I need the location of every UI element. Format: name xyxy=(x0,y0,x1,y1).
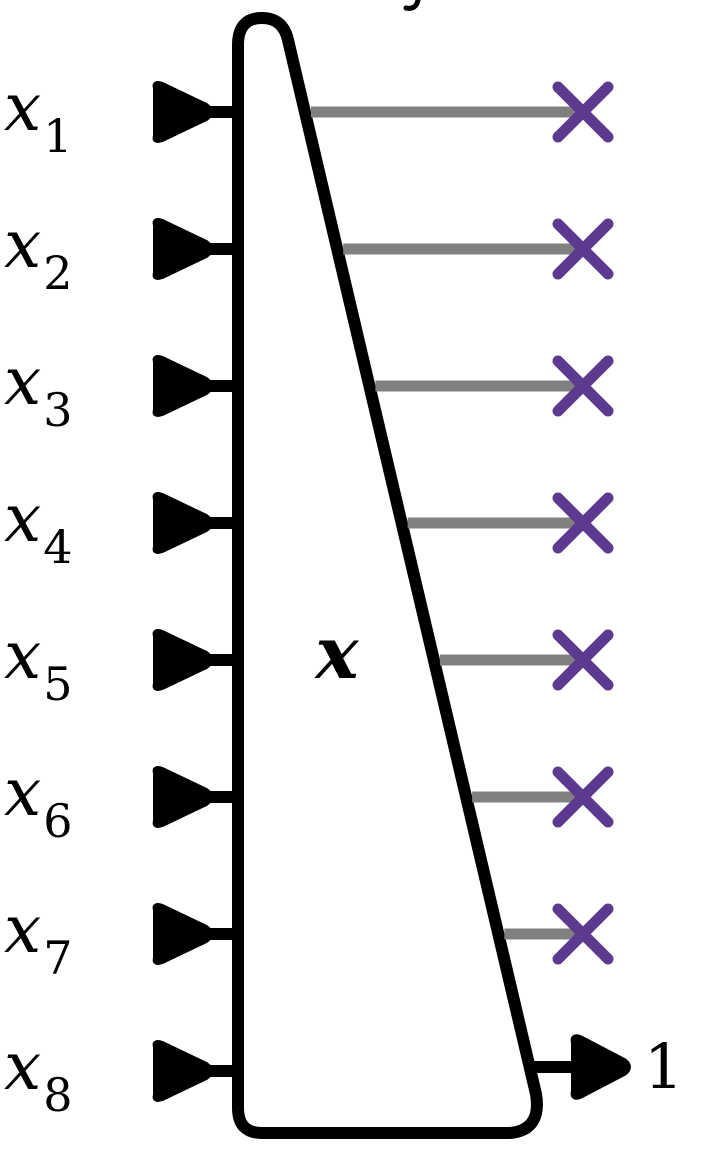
cross-stroke xyxy=(552,629,614,691)
input-label-subscript: 5 xyxy=(43,657,72,711)
input-label-subscript: 8 xyxy=(43,1068,72,1122)
discard-crosses xyxy=(552,81,614,965)
input-label: x5 xyxy=(4,617,73,711)
center-label: x xyxy=(314,610,360,695)
discard-cross-icon xyxy=(552,766,614,828)
cropped-glyph-fragment xyxy=(403,0,421,11)
cross-stroke xyxy=(552,81,614,143)
discard-cross-icon xyxy=(552,81,614,143)
input-label-subscript: 6 xyxy=(43,794,72,848)
input-leg: x2 xyxy=(4,206,240,300)
input-leg: x6 xyxy=(4,754,240,848)
output-label: 1 xyxy=(644,1030,683,1103)
output-arrowhead-icon xyxy=(570,1034,631,1100)
cross-stroke xyxy=(552,355,614,417)
cross-stroke xyxy=(552,766,614,828)
input-leg: x4 xyxy=(4,480,240,574)
input-label-subscript: 1 xyxy=(43,109,72,163)
input-label-subscript: 4 xyxy=(43,520,72,574)
input-label: x1 xyxy=(4,69,73,163)
discard-cross-icon xyxy=(552,629,614,691)
input-legs: x1 x2 x3 x4 x5 x6 x7 x8 xyxy=(4,69,240,1122)
input-label-subscript: 3 xyxy=(43,383,72,437)
discard-cross-icon xyxy=(552,355,614,417)
discard-cross-icon xyxy=(552,492,614,554)
input-leg: x8 xyxy=(4,1028,240,1122)
input-label: x4 xyxy=(4,480,73,574)
input-label: x2 xyxy=(4,206,73,300)
cross-stroke xyxy=(552,903,614,965)
cross-stroke xyxy=(552,218,614,280)
discard-cross-icon xyxy=(552,903,614,965)
triangle-block xyxy=(232,12,543,1139)
input-label: x7 xyxy=(4,891,73,985)
input-leg: x3 xyxy=(4,343,240,437)
cross-stroke xyxy=(552,492,614,554)
output-wires xyxy=(310,106,580,940)
discard-cross-icon xyxy=(552,218,614,280)
output-arrow xyxy=(530,1034,631,1100)
input-label-subscript: 7 xyxy=(43,931,72,985)
input-leg: x7 xyxy=(4,891,240,985)
input-leg: x5 xyxy=(4,617,240,711)
input-label: x8 xyxy=(4,1028,73,1122)
input-label: x3 xyxy=(4,343,73,437)
input-label: x6 xyxy=(4,754,73,848)
input-label-subscript: 2 xyxy=(43,246,72,300)
input-leg: x1 xyxy=(4,69,240,163)
